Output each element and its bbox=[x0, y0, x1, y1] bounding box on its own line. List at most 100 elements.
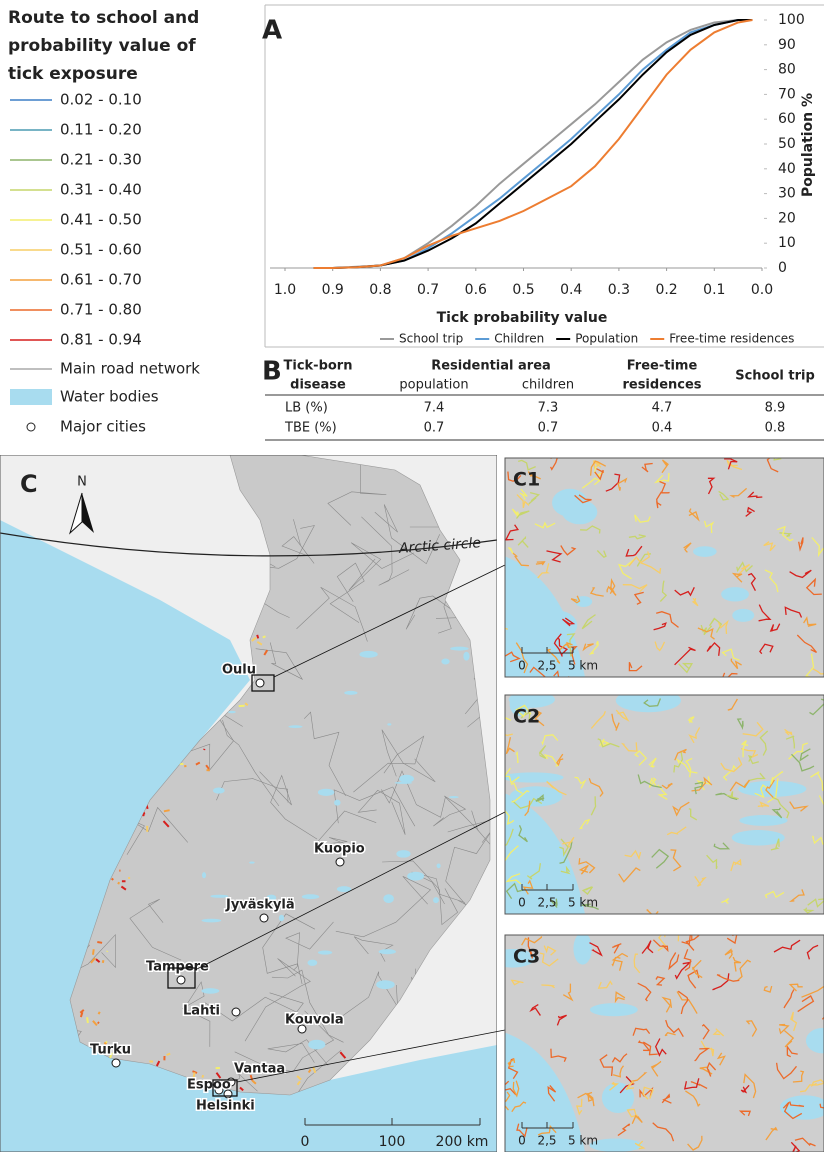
y-tick-label: 60 bbox=[778, 111, 796, 127]
city-marker bbox=[224, 1090, 232, 1098]
legend-label: 0.21 - 0.30 bbox=[60, 151, 142, 169]
city-label: Helsinki bbox=[196, 1099, 255, 1114]
chart-legend: School trip Children Population Free-time r… bbox=[380, 332, 794, 346]
route bbox=[97, 942, 102, 943]
y-tick-label: 30 bbox=[778, 186, 796, 202]
legend-label: 0.51 - 0.60 bbox=[60, 241, 142, 259]
lake bbox=[387, 723, 391, 725]
x-tick-label: 0.7 bbox=[417, 282, 439, 298]
city-label: Kouvola bbox=[285, 1013, 344, 1028]
city-marker bbox=[256, 679, 264, 687]
route bbox=[99, 1012, 100, 1014]
scale-label: 200 km bbox=[436, 1134, 489, 1150]
panel-label: B bbox=[262, 357, 282, 387]
lake bbox=[359, 651, 377, 658]
legend-label: 0.71 - 0.80 bbox=[60, 301, 142, 319]
inset-scale-label: 2,5 bbox=[537, 896, 556, 910]
lake bbox=[449, 796, 459, 798]
inset-lake bbox=[492, 575, 540, 587]
header: disease bbox=[290, 378, 346, 393]
inset-lake bbox=[693, 546, 717, 557]
inset-scale-label: 0 bbox=[518, 1134, 526, 1148]
cell: 0.7 bbox=[424, 421, 445, 436]
table-b: B Tick-born disease Residential area pop… bbox=[262, 357, 824, 441]
lake bbox=[213, 787, 225, 793]
inset-lake bbox=[590, 1003, 638, 1016]
header: children bbox=[522, 378, 574, 393]
legend-label: Major cities bbox=[60, 418, 146, 436]
legend-label: 0.31 - 0.40 bbox=[60, 181, 142, 199]
inset-label: C2 bbox=[513, 706, 540, 728]
y-tick-label: 20 bbox=[778, 210, 796, 226]
legend-label: 0.11 - 0.20 bbox=[60, 121, 142, 139]
legend-title: Route to school and probability value of… bbox=[8, 4, 233, 88]
route bbox=[93, 949, 94, 955]
legend-label: School trip bbox=[399, 332, 463, 346]
inset-route bbox=[774, 455, 781, 460]
lake bbox=[308, 1040, 325, 1050]
cell: 0.4 bbox=[652, 421, 673, 436]
y-tick-label: 10 bbox=[778, 235, 796, 251]
route bbox=[167, 1054, 171, 1055]
legend-label: Population bbox=[575, 332, 638, 346]
y-tick-label: 40 bbox=[778, 161, 796, 177]
cell: 7.4 bbox=[424, 401, 445, 416]
inset-label: C1 bbox=[513, 469, 540, 491]
lake bbox=[379, 949, 396, 954]
route bbox=[118, 882, 119, 884]
city-label: Turku bbox=[90, 1043, 131, 1058]
lake bbox=[228, 711, 236, 713]
legend-label: Children bbox=[494, 332, 544, 346]
header: residences bbox=[622, 378, 701, 393]
lake bbox=[433, 897, 439, 903]
inset-scale-label: 5 km bbox=[568, 1134, 598, 1148]
x-tick-label: 0.6 bbox=[465, 282, 487, 298]
lake bbox=[344, 691, 357, 695]
inset-scale-label: 0 bbox=[518, 659, 526, 673]
cell: 8.9 bbox=[765, 401, 786, 416]
lake bbox=[396, 850, 410, 858]
route bbox=[98, 1022, 99, 1023]
y-tick-label: 90 bbox=[778, 37, 796, 53]
inset-lake bbox=[573, 933, 591, 965]
north-label: N bbox=[77, 475, 87, 490]
figure-svg: A Tick probability value Population % 1.… bbox=[0, 0, 824, 1152]
lake bbox=[437, 863, 441, 868]
y-tick-label: 0 bbox=[778, 260, 787, 276]
inset-lake bbox=[732, 609, 754, 622]
lake bbox=[201, 988, 219, 994]
legend-label: Free-time residences bbox=[669, 332, 794, 346]
route bbox=[263, 636, 266, 637]
inset-scale-label: 5 km bbox=[568, 659, 598, 673]
y-tick-label: 80 bbox=[778, 62, 796, 78]
city-marker bbox=[177, 976, 185, 984]
lake bbox=[249, 861, 255, 863]
lake bbox=[202, 872, 206, 878]
cell: 0.8 bbox=[765, 421, 786, 436]
route bbox=[164, 810, 170, 811]
scale-label: 0 bbox=[301, 1134, 310, 1150]
series-line bbox=[314, 20, 753, 268]
city-label: Oulu bbox=[222, 663, 256, 678]
x-tick-label: 0.9 bbox=[322, 282, 344, 298]
legend-swatch bbox=[27, 423, 35, 431]
inset-scale-label: 2,5 bbox=[537, 659, 556, 673]
x-tick-label: 0.2 bbox=[655, 282, 677, 298]
x-tick-label: 0.1 bbox=[703, 282, 725, 298]
lake bbox=[288, 725, 302, 728]
y-axis-title: Population % bbox=[800, 93, 816, 197]
lake bbox=[450, 647, 469, 651]
inset-scale-label: 0 bbox=[518, 896, 526, 910]
route bbox=[87, 1017, 88, 1023]
city-marker bbox=[232, 1008, 240, 1016]
city-label: Lahti bbox=[183, 1004, 220, 1019]
legend-label: 0.61 - 0.70 bbox=[60, 271, 142, 289]
inset-lake bbox=[510, 786, 563, 806]
series-line bbox=[314, 20, 753, 268]
legend-label: 0.81 - 0.94 bbox=[60, 331, 142, 349]
lake bbox=[302, 894, 319, 899]
cell: 7.3 bbox=[538, 401, 559, 416]
y-tick-label: 100 bbox=[778, 12, 805, 28]
series-line bbox=[314, 20, 753, 268]
